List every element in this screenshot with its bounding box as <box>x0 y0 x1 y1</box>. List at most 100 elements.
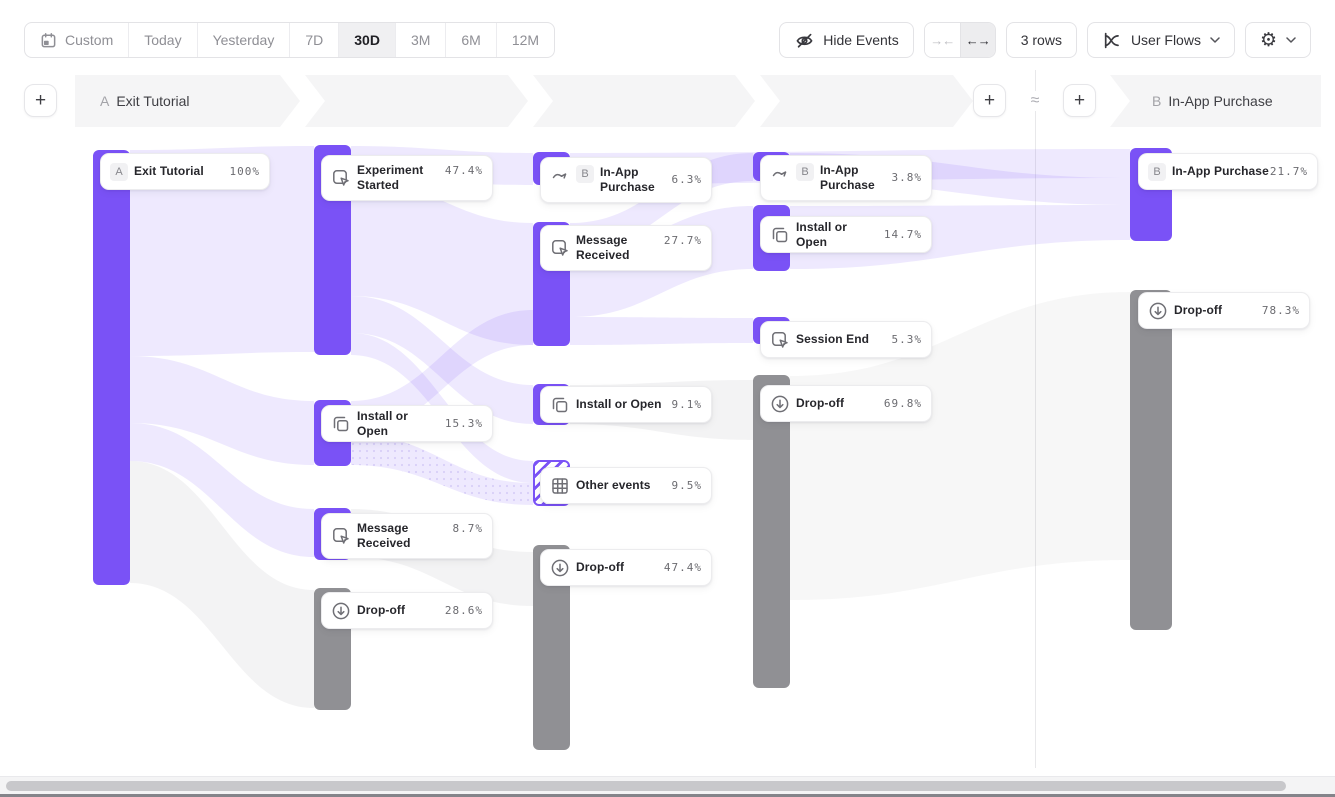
section-divider <box>1035 70 1036 768</box>
node-percentage: 100% <box>229 165 260 178</box>
flow-ribbon <box>570 317 753 345</box>
date-range-30d[interactable]: 30D <box>338 23 395 57</box>
node-percentage: 8.7% <box>452 522 483 535</box>
date-range-label: Custom <box>65 32 114 48</box>
flow-node-drop-off[interactable]: Drop-off 78.3% <box>1138 292 1310 329</box>
window-bottom-edge <box>0 794 1335 797</box>
flow-node-install-or-open[interactable]: Install or Open 14.7% <box>760 216 932 253</box>
node-percentage: 28.6% <box>444 604 483 617</box>
cursor-click-icon <box>550 238 570 258</box>
cursor-click-icon <box>770 330 790 350</box>
calendar-icon <box>40 32 57 49</box>
date-range-label: 6M <box>461 32 481 48</box>
node-label: Other events <box>576 478 651 492</box>
collapse-columns-button[interactable]: →← <box>924 23 960 57</box>
node-label: Message Received <box>576 233 630 262</box>
flow-node-session-end[interactable]: Session End 5.3% <box>760 321 932 358</box>
flow-ribbon <box>130 356 314 465</box>
drop-off-icon <box>1148 301 1168 321</box>
grid-icon <box>550 476 570 496</box>
add-step-start-button[interactable]: + <box>24 84 57 117</box>
cursor-click-icon <box>331 168 351 188</box>
flow-bar-exit-tutorial[interactable] <box>93 150 130 585</box>
step-label: In-App Purchase <box>1168 93 1273 109</box>
horizontal-scrollbar <box>0 776 1335 794</box>
node-percentage: 27.7% <box>663 234 702 247</box>
date-range-label: 12M <box>511 32 540 48</box>
node-percentage: 6.3% <box>671 173 702 186</box>
drop-off-icon <box>770 394 790 414</box>
date-range-today[interactable]: Today <box>128 23 196 57</box>
expand-columns-button[interactable]: ←→ <box>959 23 995 57</box>
add-step-end-of-a-button[interactable]: + <box>973 84 1006 117</box>
date-range-yesterday[interactable]: Yesterday <box>196 23 290 57</box>
hide-events-button[interactable]: Hide Events <box>779 22 914 58</box>
flow-node-in-app-purchase[interactable]: B In-App Purchase 6.3% <box>540 157 712 203</box>
node-label: Message Received <box>357 521 411 550</box>
scrollbar-thumb[interactable] <box>6 781 1286 791</box>
node-percentage: 47.4% <box>444 164 483 177</box>
date-range-3m[interactable]: 3M <box>394 23 445 57</box>
flow-step-segment[interactable] <box>305 75 528 127</box>
step-label: Exit Tutorial <box>116 93 190 109</box>
node-label: Experiment Started <box>357 163 424 192</box>
settings-dropdown[interactable]: ⚙ <box>1244 22 1311 58</box>
eye-off-icon <box>794 30 814 50</box>
copy-icon <box>550 395 570 415</box>
node-label: In-App Purchase <box>1172 164 1269 178</box>
plus-icon: + <box>983 89 996 111</box>
user-flows-icon <box>1102 30 1122 50</box>
flow-bar-drop-off[interactable] <box>1130 290 1172 630</box>
node-label: Install or Open <box>357 408 409 438</box>
node-percentage: 69.8% <box>883 397 922 410</box>
view-selector-label: User Flows <box>1130 32 1201 48</box>
flow-step-segment[interactable] <box>760 75 973 127</box>
flow-node-in-app-purchase[interactable]: B In-App Purchase 21.7% <box>1138 153 1318 190</box>
flow-node-drop-off[interactable]: Drop-off 28.6% <box>321 592 493 629</box>
node-percentage: 21.7% <box>1269 165 1308 178</box>
flow-node-in-app-purchase[interactable]: B In-App Purchase 3.8% <box>760 155 932 201</box>
node-label: Drop-off <box>576 560 625 574</box>
date-range-custom[interactable]: Custom <box>25 23 128 57</box>
flow-ribbon <box>351 178 533 345</box>
flow-node-drop-off[interactable]: Drop-off 69.8% <box>760 385 932 422</box>
copy-icon <box>331 414 351 434</box>
view-selector-dropdown[interactable]: User Flows <box>1086 22 1235 58</box>
milestone-badge: A <box>110 162 128 181</box>
add-step-before-b-button[interactable]: + <box>1063 84 1096 117</box>
step-badge: B <box>1152 93 1162 109</box>
date-range-12m[interactable]: 12M <box>495 23 554 57</box>
date-range-selector: Custom Today Yesterday 7D 30D 3M 6M 12M <box>24 22 556 58</box>
rows-button[interactable]: 3 rows <box>1005 22 1077 58</box>
step-badge: A <box>100 93 110 109</box>
node-percentage: 9.5% <box>671 479 702 492</box>
flow-node-drop-off[interactable]: Drop-off 47.4% <box>540 549 712 586</box>
flow-node-other-events[interactable]: Other events 9.5% <box>540 467 712 504</box>
flow-node-message-received[interactable]: Message Received 27.7% <box>540 225 712 271</box>
plus-icon: + <box>34 89 47 111</box>
flow-step-segment-end[interactable]: B In-App Purchase <box>1110 75 1321 127</box>
milestone-badge: B <box>796 163 814 181</box>
node-label: Exit Tutorial <box>134 164 204 178</box>
flow-node-exit-tutorial[interactable]: A Exit Tutorial 100% <box>100 153 270 190</box>
jump-arrow-icon <box>770 163 790 183</box>
flow-node-experiment-started[interactable]: Experiment Started 47.4% <box>321 155 493 201</box>
node-label: Drop-off <box>796 396 845 410</box>
flow-node-install-or-open[interactable]: Install or Open 9.1% <box>540 386 712 423</box>
date-range-6m[interactable]: 6M <box>445 23 495 57</box>
chevron-down-icon <box>1210 37 1220 43</box>
flow-node-message-received[interactable]: Message Received 8.7% <box>321 513 493 559</box>
node-percentage: 9.1% <box>671 398 702 411</box>
toolbar: Custom Today Yesterday 7D 30D 3M 6M 12M Hide Ev… <box>24 22 1311 58</box>
flow-step-segment-start[interactable]: A Exit Tutorial <box>75 75 300 127</box>
flow-step-segment[interactable] <box>533 75 755 127</box>
arrows-expand-icon: ←→ <box>965 32 991 48</box>
flow-ribbon <box>351 434 533 505</box>
date-range-7d[interactable]: 7D <box>289 23 338 57</box>
node-label: In-App Purchase <box>600 165 655 194</box>
flow-bar-drop-off[interactable] <box>753 375 790 688</box>
flow-node-install-or-open[interactable]: Install or Open 15.3% <box>321 405 493 442</box>
chevron-down-icon <box>1286 37 1296 43</box>
node-label: Drop-off <box>1174 303 1223 317</box>
jump-arrow-icon <box>550 165 570 185</box>
